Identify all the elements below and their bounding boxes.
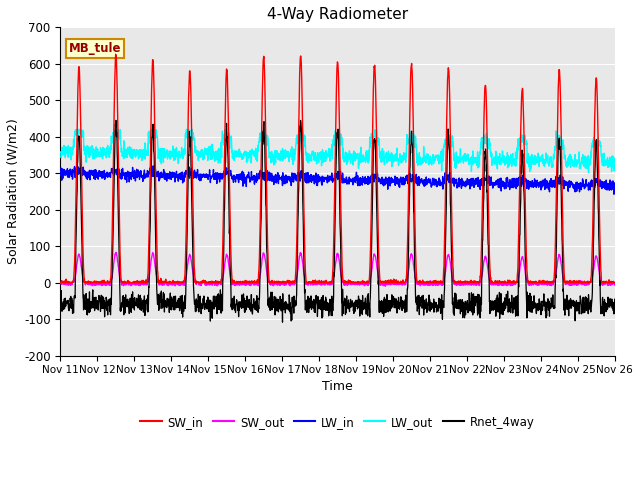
Legend: SW_in, SW_out, LW_in, LW_out, Rnet_4way: SW_in, SW_out, LW_in, LW_out, Rnet_4way [136,411,540,433]
Text: MB_tule: MB_tule [68,42,121,55]
Y-axis label: Solar Radiation (W/m2): Solar Radiation (W/m2) [7,119,20,264]
Title: 4-Way Radiometer: 4-Way Radiometer [267,7,408,22]
X-axis label: Time: Time [322,380,353,393]
